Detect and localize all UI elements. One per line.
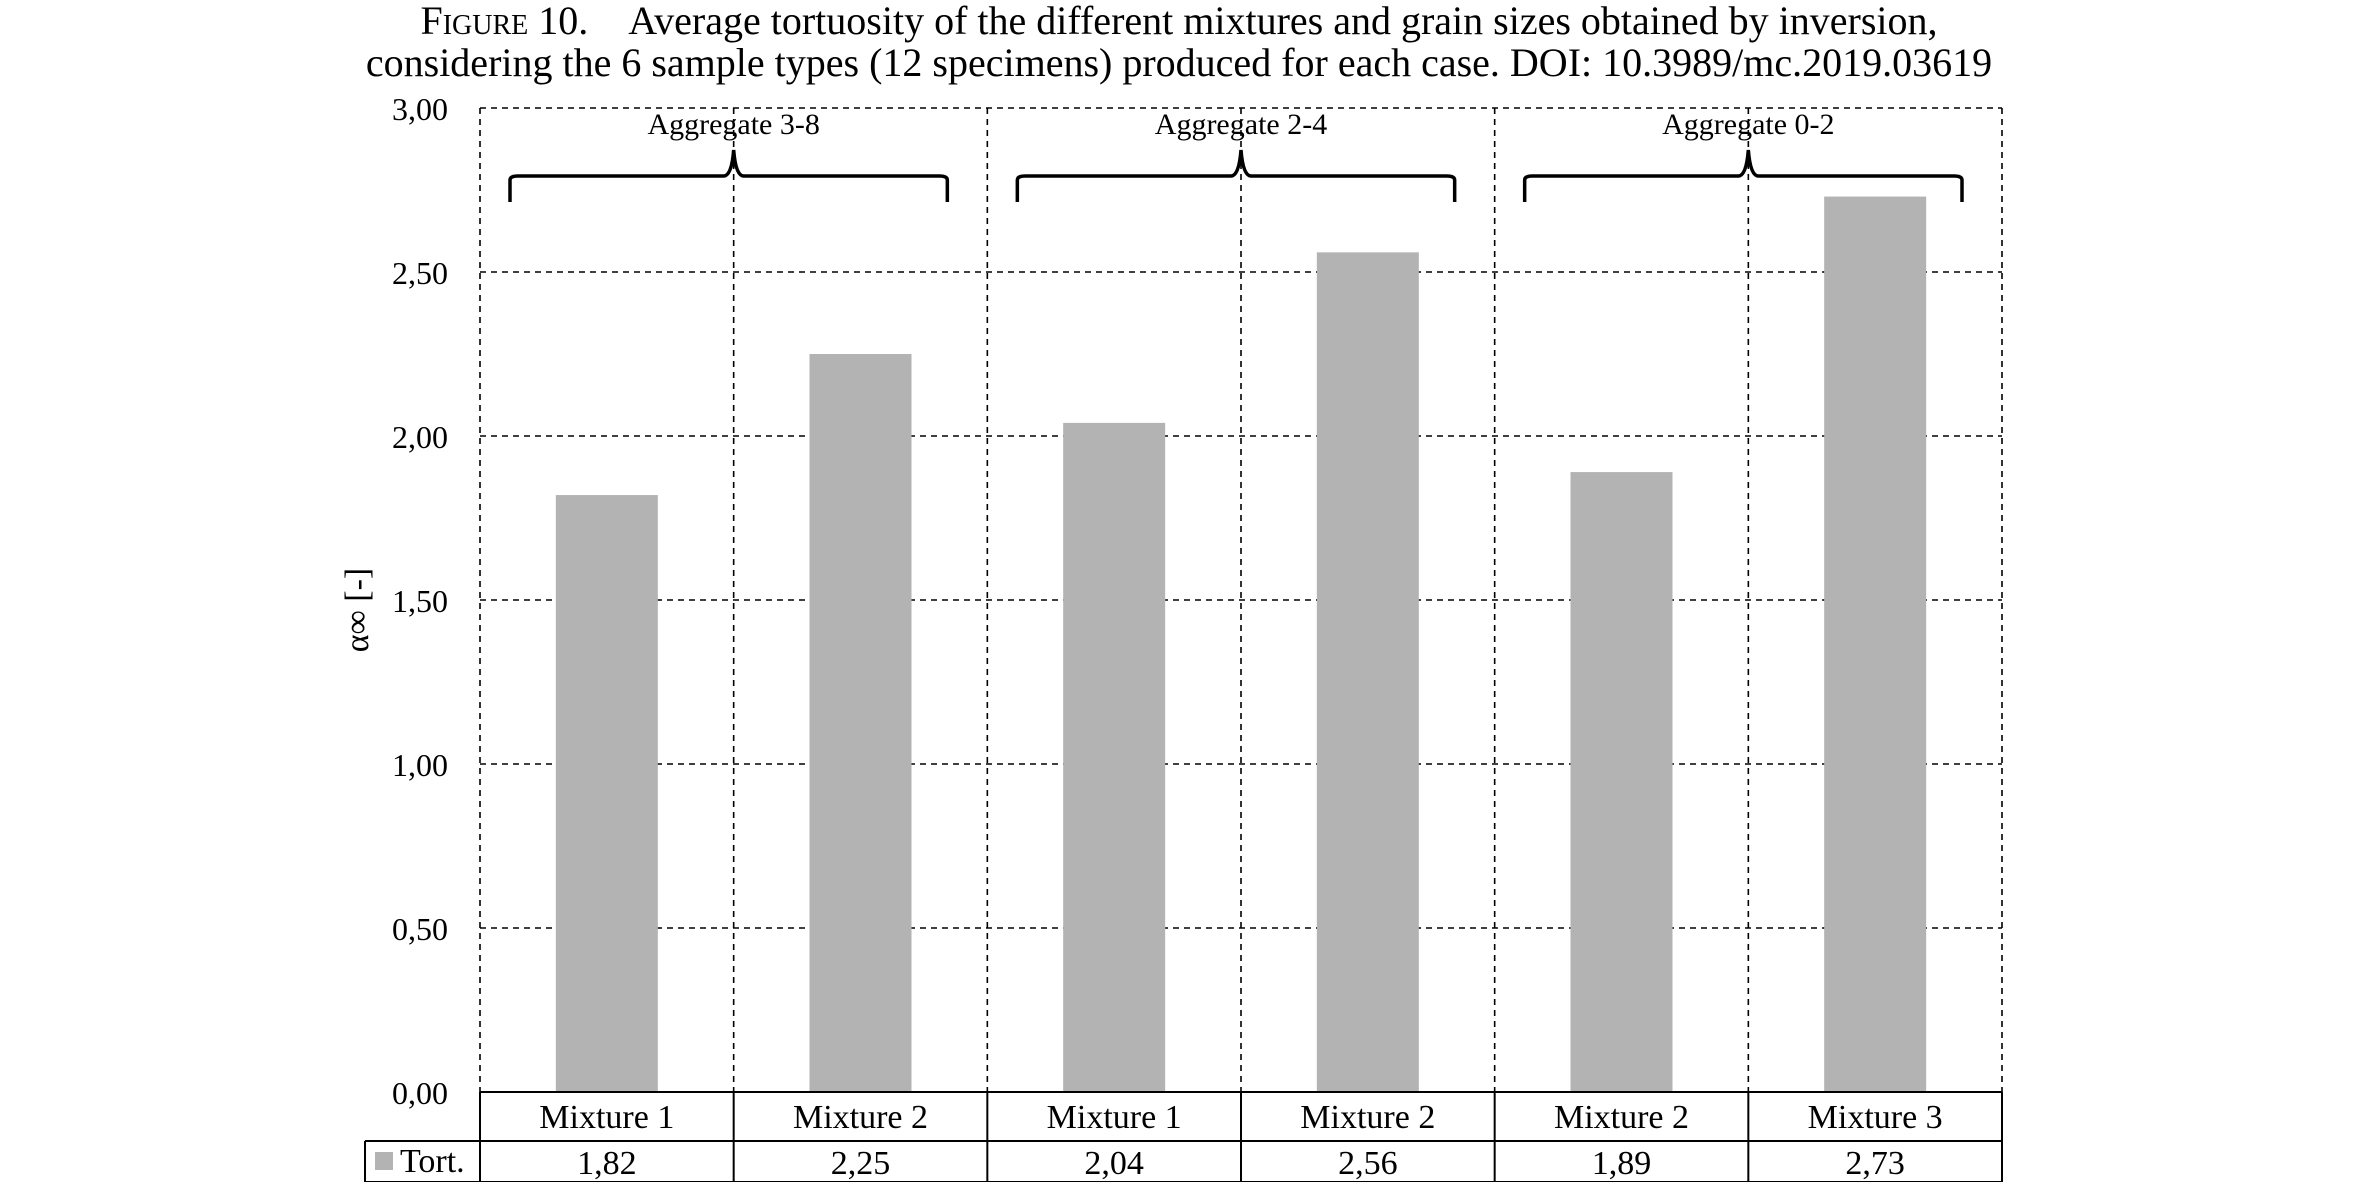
group-label: Aggregate 0-2 — [1662, 108, 1834, 141]
data-label: 2,73 — [1845, 1145, 1905, 1182]
y-axis-label: α∞ [-] — [339, 568, 376, 653]
group-bracket — [1522, 149, 1964, 202]
y-axis: 0,00 0,50 1,00 1,50 2,00 2,50 3,00 α∞ [-] — [339, 91, 448, 1111]
bar — [1824, 196, 1927, 1092]
bar — [1316, 252, 1419, 1092]
group-bracket — [1015, 149, 1457, 202]
legend-label: Tort. — [400, 1143, 465, 1180]
data-label: 1,82 — [577, 1145, 637, 1182]
x-tick-label: Mixture 2 — [1300, 1099, 1435, 1136]
group-brackets: Aggregate 3-8 Aggregate 2-4 Aggregate 0-2 — [508, 108, 1964, 202]
y-tick-label: 0,50 — [392, 911, 448, 947]
caption-line-1: Figure 10. Average tortuosity of the dif… — [0, 0, 2358, 42]
y-tick-label: 2,50 — [392, 255, 448, 291]
bar — [1063, 422, 1166, 1092]
legend-swatch — [375, 1152, 393, 1170]
group-label: Aggregate 2-4 — [1155, 108, 1327, 141]
figure-label: Figure 10. — [420, 0, 589, 43]
y-tick-label: 1,00 — [392, 747, 448, 783]
data-label: 2,25 — [831, 1145, 891, 1182]
y-tick-label: 2,00 — [392, 419, 448, 455]
x-tick-label: Mixture 2 — [793, 1099, 928, 1136]
data-table: Mixture 1 1,82 Mixture 2 2,25 Mixture 1 2,04 M… — [364, 1092, 2003, 1182]
bar — [1570, 472, 1673, 1093]
data-label: 2,56 — [1338, 1145, 1398, 1182]
gridlines — [479, 107, 2003, 1092]
bars — [555, 196, 1927, 1093]
x-tick-label: Mixture 1 — [539, 1099, 674, 1136]
figure-caption: Figure 10. Average tortuosity of the dif… — [0, 0, 2358, 84]
data-label: 2,04 — [1084, 1145, 1144, 1182]
x-tick-label: Mixture 2 — [1554, 1099, 1689, 1136]
group-bracket — [508, 149, 950, 202]
x-tick-label: Mixture 1 — [1047, 1099, 1182, 1136]
bar — [809, 354, 912, 1092]
data-label: 1,89 — [1592, 1145, 1652, 1182]
y-tick-label: 1,50 — [392, 583, 448, 619]
y-tick-label: 3,00 — [392, 91, 448, 127]
y-tick-label: 0,00 — [392, 1075, 448, 1111]
group-label: Aggregate 3-8 — [647, 108, 819, 141]
caption-text-1: Average tortuosity of the different mixt… — [628, 0, 1938, 43]
bar — [555, 495, 658, 1092]
x-tick-label: Mixture 3 — [1808, 1099, 1943, 1136]
caption-line-2: considering the 6 sample types (12 speci… — [365, 40, 1993, 85]
